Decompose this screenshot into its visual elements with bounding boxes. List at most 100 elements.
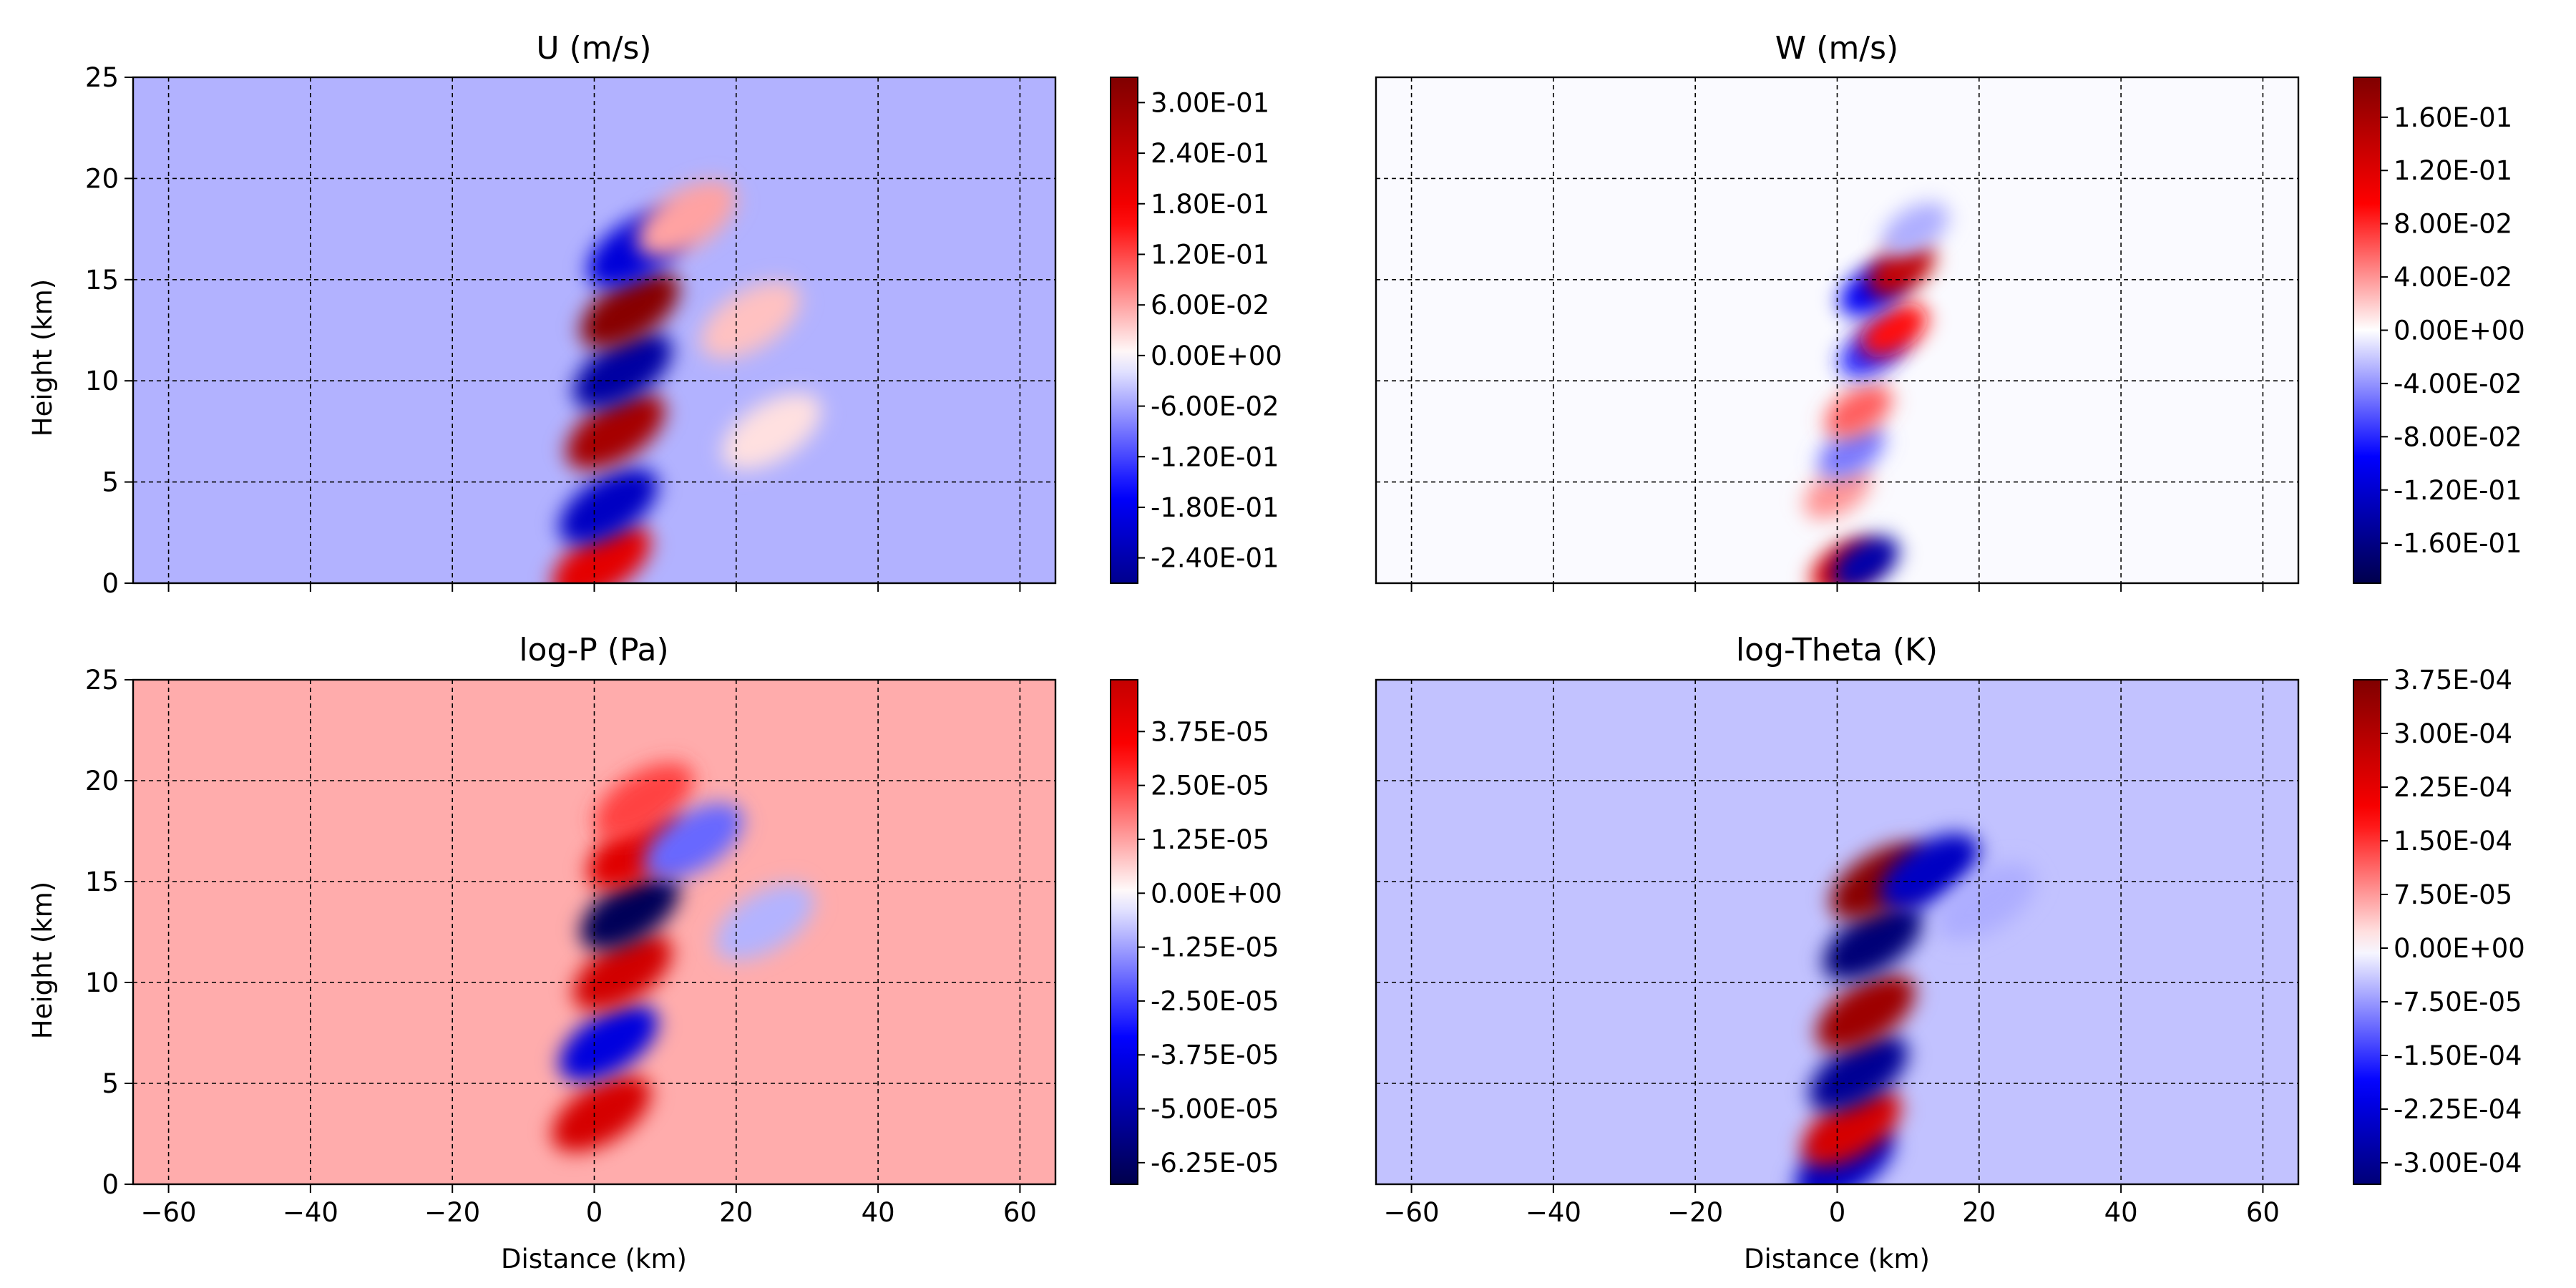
x-tick-label: −60 <box>1384 1197 1440 1228</box>
colorbar-tick-label: 0.00E+00 <box>2394 316 2525 346</box>
contour-feature-2 <box>1803 465 1871 519</box>
y-tick-label: 15 <box>85 265 119 296</box>
x-tick-label: −60 <box>141 1197 197 1228</box>
colorbar-tick-label: 0.00E+00 <box>2394 933 2525 964</box>
colorbar: -6.25E-05 -5.00E-05 -3.75E-05 -2.50E-05 -1.2… <box>1110 679 1282 1185</box>
contour-feature-3 <box>1815 974 1916 1051</box>
y-tick-label: 0 <box>102 1169 119 1200</box>
colorbar: -3.00E-04 -2.25E-04 -1.50E-04 -7.50E-05 0.00… <box>2353 665 2525 1185</box>
x-tick-label: −20 <box>424 1197 480 1228</box>
y-tick-label: 25 <box>85 665 119 696</box>
x-tick-label: 60 <box>1003 1197 1037 1228</box>
panel-title: W (m/s) <box>1775 30 1898 67</box>
x-tick-label: −40 <box>283 1197 338 1228</box>
colorbar: -2.40E-01 -1.80E-01 -1.20E-01 -6.00E-02 0.00… <box>1110 77 1282 584</box>
y-tick-label: 0 <box>102 568 119 599</box>
colorbar-tick-label: 3.75E-04 <box>2394 665 2512 696</box>
y-tick-label: 15 <box>85 867 119 897</box>
contour-feature-6 <box>1879 833 1979 910</box>
contour-feature-1 <box>1801 1089 1901 1166</box>
colorbar-tick-label: -6.00E-02 <box>1151 391 1279 422</box>
x-axis-label: Distance (km) <box>501 1244 687 1274</box>
x-tick-label: 60 <box>2246 1197 2280 1228</box>
colorbar-tick-label: -2.25E-04 <box>2394 1094 2522 1125</box>
colorbar-tick-label: 7.50E-05 <box>2394 879 2512 910</box>
colorbar-tick-label: 2.50E-05 <box>1151 771 1269 801</box>
colorbar-tick-label: 3.75E-05 <box>1151 716 1269 747</box>
panel-u: U (m/s) Height (km) 0510152025-2.40E-01-… <box>27 30 1282 599</box>
x-tick-label: −40 <box>1526 1197 1581 1228</box>
colorbar-tick-label: 1.20E-01 <box>2394 155 2512 186</box>
colorbar-tick-label: -7.50E-05 <box>2394 987 2522 1018</box>
colorbar-tick-label: 1.20E-01 <box>1151 239 1269 270</box>
colorbar-gradient <box>2353 679 2381 1185</box>
contour-feature-7 <box>1936 863 2036 940</box>
colorbar-tick-label: -2.40E-01 <box>1151 543 1279 574</box>
panel-log-theta: log-Theta (K) Distance (km) −60 −40 −20 0 20… <box>1375 632 2525 1274</box>
contour-feature-7 <box>715 883 814 960</box>
y-tick-label: 20 <box>85 163 119 194</box>
colorbar-tick-label: -2.50E-05 <box>1151 986 1279 1017</box>
contour-feature-0 <box>551 1075 651 1152</box>
colorbar-gradient <box>2353 77 2381 584</box>
colorbar-tick-label: 1.25E-05 <box>1151 824 1269 855</box>
colorbar-gradient <box>1110 77 1138 584</box>
y-tick-label: 20 <box>85 766 119 796</box>
colorbar-tick-label: -3.00E-04 <box>2394 1148 2522 1179</box>
colorbar-tick-label: -8.00E-02 <box>2394 421 2522 452</box>
contour-feature-7 <box>701 281 801 358</box>
panel-w: W (m/s) -1.60E-01 -1.20E-01 -8.00E-02 -4.00… <box>1375 30 2525 592</box>
colorbar-tick-label: 1.80E-01 <box>1151 189 1269 220</box>
contour-feature-3 <box>580 873 680 950</box>
contour-feature-3 <box>1818 424 1885 479</box>
contour-feature-3 <box>572 332 673 409</box>
colorbar-tick-label: -6.25E-05 <box>1151 1148 1279 1179</box>
x-tick-label: 0 <box>586 1197 603 1228</box>
x-tick-label: 40 <box>862 1197 895 1228</box>
colorbar-tick-label: 0.00E+00 <box>1151 341 1282 371</box>
colorbar-tick-label: 4.00E-02 <box>2394 262 2512 293</box>
colorbar-tick-label: 2.25E-04 <box>2394 772 2512 803</box>
x-axis-label: Distance (km) <box>1744 1244 1930 1274</box>
y-tick-label: 5 <box>102 467 119 498</box>
contour-feature-6 <box>1860 303 1928 358</box>
panel-log-p: log-P (Pa) Height (km) Distance (km) −60… <box>27 632 1282 1274</box>
colorbar-tick-label: -1.80E-01 <box>1151 492 1279 523</box>
contour-feature-1 <box>558 468 658 545</box>
panel-title: log-Theta (K) <box>1736 632 1938 668</box>
contour-feature-4 <box>580 271 680 348</box>
x-tick-label: −20 <box>1667 1197 1723 1228</box>
contour-feature-2 <box>572 934 673 1011</box>
contour-feature-5 <box>594 762 694 839</box>
colorbar-tick-label: -1.60E-01 <box>2394 528 2522 559</box>
colorbar-tick-label: 8.00E-02 <box>2394 209 2512 240</box>
colorbar-tick-label: -1.20E-01 <box>2394 475 2522 506</box>
colorbar: -1.60E-01 -1.20E-01 -8.00E-02 -4.00E-02 0.00… <box>2353 77 2525 584</box>
contour-feature-1 <box>1832 536 1900 583</box>
colorbar-tick-label: 3.00E-04 <box>2394 718 2512 749</box>
contour-feature-8 <box>1867 243 1935 297</box>
y-tick-label: 5 <box>102 1068 119 1099</box>
contour-feature-8 <box>721 393 821 470</box>
colorbar-tick-label: 1.50E-04 <box>2394 826 2512 857</box>
y-axis-label: Height (km) <box>27 882 58 1039</box>
contour-feature-9 <box>1881 202 1949 256</box>
contour-feature-2 <box>1808 1035 1908 1112</box>
contour-field <box>133 77 1055 583</box>
y-tick-label: 10 <box>85 366 119 396</box>
colorbar-tick-label: -1.20E-01 <box>1151 441 1279 472</box>
y-axis-label: Height (km) <box>27 279 58 436</box>
contour-feature-1 <box>558 1005 658 1082</box>
contour-feature-2 <box>565 393 665 470</box>
contour-feature-4 <box>1823 904 1923 981</box>
panel-title: U (m/s) <box>536 30 651 67</box>
contour-feature-6 <box>643 803 743 880</box>
colorbar-tick-label: 1.60E-01 <box>2394 102 2512 133</box>
contour-feature-6 <box>636 180 736 258</box>
colorbar-tick-label: 6.00E-02 <box>1151 290 1269 321</box>
colorbar-tick-label: 0.00E+00 <box>1151 878 1282 909</box>
x-tick-label: 20 <box>1962 1197 1996 1228</box>
colorbar-tick-label: -1.25E-05 <box>1151 932 1279 963</box>
colorbar-tick-label: -4.00E-02 <box>2394 369 2522 399</box>
